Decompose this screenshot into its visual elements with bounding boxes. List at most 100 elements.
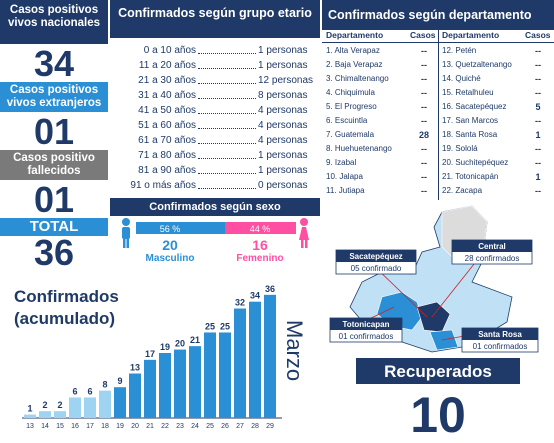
female-bar (225, 222, 296, 234)
dept-name: 8. Huehuetenango (326, 144, 392, 153)
chart-data-label: 9 (117, 376, 122, 386)
dept-name: 21. Totonicapán (442, 172, 499, 181)
chart-tick-label: 29 (266, 423, 274, 430)
chart-tick-label: 24 (191, 423, 199, 430)
age-dots (198, 128, 256, 129)
dept-cases: -- (421, 46, 427, 56)
label-sacatepequez: Sacatepéquez 05 confirmado (335, 249, 417, 275)
chart-bar (219, 332, 231, 418)
pos-nacionales-label: Casos positivos vivos nacionales (0, 0, 108, 44)
dept-name: 3. Chimaltenango (326, 74, 389, 83)
fallecidos-label: Casos positivo fallecidos (0, 150, 108, 180)
fallecidos-value: 01 (33, 179, 75, 220)
dept-name: 14. Quiché (442, 74, 481, 83)
age-count: 1 personas (258, 60, 308, 71)
age-dots (198, 53, 256, 54)
chart-data-label: 21 (190, 335, 200, 345)
dept-title: Confirmados según departamento (322, 0, 554, 30)
chart-data-label: 19 (160, 342, 170, 352)
age-count: 8 personas (258, 90, 308, 101)
dept-name: 5. El Progreso (326, 102, 377, 111)
chart-data-label: 25 (220, 321, 230, 331)
age-row: 0 a 10 años 1 personas (120, 44, 315, 58)
total-value: 36 (33, 232, 75, 273)
chart-tick-label: 18 (101, 423, 109, 430)
dept-cases: -- (421, 116, 427, 126)
chart-bar (144, 359, 156, 418)
recovered-value: 10 (410, 387, 466, 438)
chart-tick-label: 27 (236, 423, 244, 430)
chart-data-label: 20 (175, 339, 185, 349)
chart-tick-label: 23 (176, 423, 184, 430)
dept-name: 18. Santa Rosa (442, 130, 498, 139)
chart-month-label: Marzo (282, 320, 307, 381)
age-range: 0 a 10 años (143, 45, 196, 56)
male-bar (136, 222, 226, 234)
age-row: 41 a 50 años 4 personas (120, 104, 315, 118)
chart-bar (249, 301, 261, 418)
chart-data-label: 2 (57, 400, 62, 410)
dept-name: 16. Sacatepéquez (442, 102, 507, 111)
chart-data-label: 25 (205, 321, 215, 331)
age-dots (198, 143, 256, 144)
chart-tick-label: 16 (71, 423, 79, 430)
female-count: 16 (252, 237, 268, 253)
dept-name: 15. Retalhuleu (442, 88, 494, 97)
chart-tick-label: 21 (146, 423, 154, 430)
chart-bar (159, 353, 171, 418)
chart-tick-label: 20 (131, 423, 139, 430)
age-dots (198, 83, 256, 84)
female-icon (299, 218, 309, 248)
cumulative-chart: Confirmados (acumulado) Marzo 1 13 2 14 2 15 6… (14, 284, 307, 430)
age-row: 71 a 80 años 1 personas (120, 149, 315, 163)
svg-text:05 confirmado: 05 confirmado (351, 264, 402, 273)
chart-tick-label: 17 (86, 423, 94, 430)
dept-cases: -- (421, 88, 427, 98)
chart-tick-label: 28 (251, 423, 259, 430)
chart-tick-label: 26 (221, 423, 229, 430)
chart-data-label: 34 (250, 291, 260, 301)
age-count: 0 personas (258, 180, 308, 191)
sex-graphic: 56 % 44 % 20 Masculino 16 Femenino (122, 218, 309, 264)
dept-name: 20. Suchitepéquez (442, 158, 509, 167)
age-row: 51 a 60 años 4 personas (120, 119, 315, 133)
dept-cases: -- (535, 158, 541, 168)
chart-bar (129, 373, 141, 418)
dept-name: 1. Alta Verapaz (326, 46, 380, 55)
age-dots (198, 98, 256, 99)
chart-title-line1: Confirmados (14, 287, 119, 306)
age-row: 11 a 20 años 1 personas (120, 59, 315, 73)
dept-cases: -- (535, 46, 541, 56)
dept-cases: -- (535, 186, 541, 196)
male-label: Masculino (146, 253, 195, 264)
chart-panel: Confirmados (acumulado) Marzo 1 13 2 14 2 15 6… (0, 272, 316, 438)
chart-bar (54, 411, 66, 418)
cases-col-header-left: Casos (410, 30, 436, 40)
chart-bar (234, 308, 246, 418)
age-range: 81 a 90 años (138, 165, 196, 176)
svg-text:Santa Rosa: Santa Rosa (478, 330, 522, 339)
total-label: TOTAL (0, 218, 108, 236)
svg-text:Central: Central (478, 242, 506, 251)
dept-name: 17. San Marcos (442, 116, 499, 125)
dept-panel: Confirmados según departamento Departame… (322, 0, 554, 200)
dept-name: 2. Baja Verapaz (326, 60, 383, 69)
map-graphic: Sacatepéquez 05 confirmado Central 28 co… (329, 205, 539, 443)
dept-cases: -- (421, 102, 427, 112)
female-pct: 44 % (250, 224, 271, 234)
chart-bar (39, 411, 51, 418)
age-dots (198, 158, 256, 159)
chart-bar (189, 346, 201, 418)
age-count: 4 personas (258, 105, 308, 116)
male-pct: 56 % (160, 224, 181, 234)
chart-data-label: 32 (235, 298, 245, 308)
chart-data-label: 6 (72, 386, 77, 396)
female-label: Femenino (236, 253, 283, 264)
svg-text:Totonicapan: Totonicapan (343, 320, 390, 329)
age-count: 1 personas (258, 165, 308, 176)
dept-name: 12. Petén (442, 46, 477, 55)
svg-text:28 confirmados: 28 confirmados (465, 254, 520, 263)
dept-cases: -- (421, 172, 427, 182)
age-row: 31 a 40 años 8 personas (120, 89, 315, 103)
chart-tick-label: 25 (206, 423, 214, 430)
